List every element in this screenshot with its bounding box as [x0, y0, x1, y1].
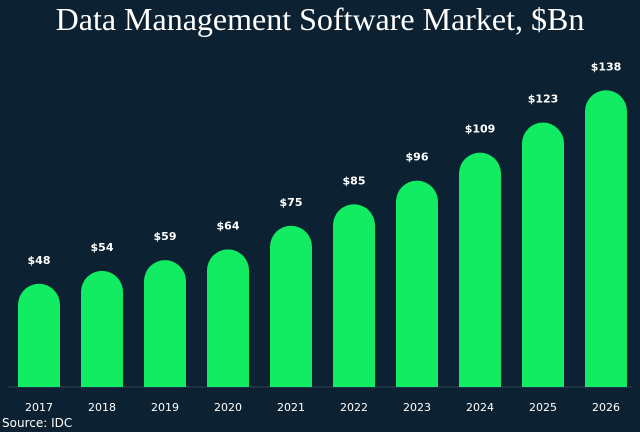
bar-2018	[81, 270, 123, 387]
x-tick-label-2019: 2019	[151, 401, 179, 414]
x-tick-label-2018: 2018	[88, 401, 116, 414]
value-label-2019: $59	[154, 230, 177, 243]
x-tick-label-2023: 2023	[403, 401, 431, 414]
x-tick-label-2022: 2022	[340, 401, 368, 414]
value-label-2018: $54	[91, 241, 114, 254]
bar-2019	[144, 260, 186, 387]
value-label-2021: $75	[280, 196, 303, 209]
bar-2020	[207, 249, 249, 387]
x-tick-label-2017: 2017	[25, 401, 53, 414]
bar-2017	[18, 283, 60, 387]
value-label-2023: $96	[406, 151, 429, 164]
bar-2026	[585, 90, 627, 388]
x-tick-label-2020: 2020	[214, 401, 242, 414]
bar-2023	[396, 180, 438, 387]
bars-group: $48 2017 $54 2018 $59 2019 $64 2020 $75 2021 $85 20…	[18, 60, 627, 414]
bar-2022	[333, 204, 375, 387]
chart-title: Data Management Software Market, $Bn	[55, 1, 585, 37]
x-tick-label-2024: 2024	[466, 401, 494, 414]
value-label-2026: $138	[591, 60, 622, 73]
bar-2024	[459, 152, 501, 387]
bar-2025	[522, 122, 564, 388]
value-label-2025: $123	[528, 93, 559, 106]
value-label-2020: $64	[217, 219, 240, 232]
value-label-2017: $48	[28, 254, 51, 267]
x-tick-label-2026: 2026	[592, 401, 620, 414]
x-tick-label-2025: 2025	[529, 401, 557, 414]
bar-2021	[270, 225, 312, 387]
source-note: Source: IDC	[2, 416, 73, 430]
value-label-2024: $109	[465, 123, 496, 136]
x-tick-label-2021: 2021	[277, 401, 305, 414]
value-label-2022: $85	[343, 174, 366, 187]
